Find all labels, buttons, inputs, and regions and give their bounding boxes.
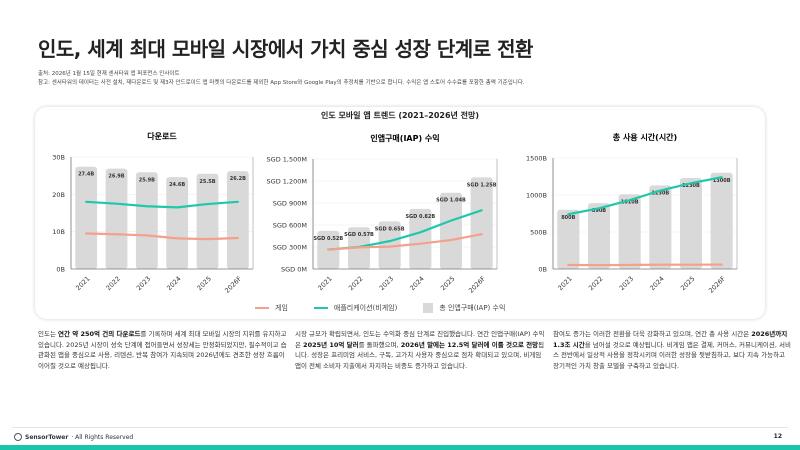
- bar: [439, 192, 463, 269]
- y-tick-label: SGD 300M: [273, 244, 307, 252]
- sensor-tower-logo-icon: [14, 433, 22, 441]
- app-line: [567, 176, 723, 216]
- bar: [679, 177, 703, 269]
- bar: [196, 173, 219, 269]
- x-tick-label: 2022: [105, 275, 122, 292]
- bar: [470, 177, 493, 269]
- bar: [166, 177, 189, 269]
- app-line: [85, 200, 239, 209]
- bar-label: 26.2B: [230, 176, 246, 182]
- x-tick-label: 2021: [316, 275, 333, 292]
- legend-label: 총 인앱구매(IAP) 수익: [439, 304, 506, 312]
- bar: [649, 185, 672, 269]
- x-tick-label: 2023: [618, 275, 635, 292]
- legend-swatch: [313, 307, 328, 309]
- game-line: [85, 232, 239, 241]
- legend-label: 게임: [275, 304, 288, 312]
- x-tick-label: 2021: [74, 275, 91, 292]
- bar: [378, 221, 401, 269]
- paragraph-iap: 시장 규모가 확립되면서, 인도는 수익화 중심 단계로 진입했습니다. 연간 …: [295, 330, 545, 370]
- footer: SensorTower · All Rights Reserved: [14, 433, 133, 441]
- bar-label: 25.5B: [199, 179, 215, 185]
- x-tick-label: 2022: [347, 275, 364, 292]
- bar: [587, 203, 611, 269]
- bar: [618, 194, 641, 269]
- y-tick-label: 1500B: [526, 155, 547, 163]
- bar-label: 27.4B: [78, 172, 94, 178]
- x-tick-label: 2024: [648, 275, 665, 292]
- bar: [135, 172, 158, 269]
- bar: [105, 168, 128, 269]
- y-tick-label: SGD 1,200M: [267, 178, 307, 186]
- bar: [226, 171, 249, 269]
- bar-label: 1230B: [682, 183, 700, 189]
- bar-label: SGD 0.65B: [375, 226, 405, 232]
- footer-divider: [12, 427, 788, 428]
- bar-label: 890B: [592, 208, 606, 214]
- y-tick-label: 30B: [52, 154, 65, 162]
- legend: 게임 애플리케이션(비게임) 총 인앱구매(IAP) 수익: [255, 303, 505, 313]
- y-tick-label: 0B: [56, 266, 65, 274]
- bar-label: 1010B: [621, 199, 639, 205]
- y-tick-label: 10B: [52, 228, 65, 236]
- source-text: 출처: 2026년 1월 15일 현재 센서타워 앱 퍼포먼스 인사이트: [38, 71, 180, 77]
- x-tick-label: 2025: [679, 275, 696, 292]
- y-tick-label: SGD 1,500M: [267, 156, 307, 164]
- legend-game: 게임: [255, 303, 288, 313]
- bar-label: SGD 0.57B: [344, 232, 374, 238]
- y-tick-label: 0B: [538, 266, 547, 274]
- y-tick-label: 1000B: [526, 192, 547, 200]
- game-line: [567, 263, 723, 267]
- bar: [710, 172, 733, 269]
- card-title: 인도 모바일 앱 트렌드 (2021–2026년 전망): [320, 111, 480, 120]
- paragraph-downloads: 인도는 연간 약 250억 건의 다운로드를 기록하며 세계 최대 모바일 시장…: [38, 330, 287, 370]
- bar: [75, 166, 98, 269]
- legend-label: 애플리케이션(비게임): [333, 304, 398, 312]
- x-tick-label: 2025: [439, 275, 456, 292]
- bar-label: 1300B: [713, 178, 731, 184]
- bar-label: 24.6B: [169, 182, 185, 188]
- footer-rights: · All Rights Reserved: [71, 433, 134, 441]
- y-tick-label: SGD 600M: [273, 222, 307, 230]
- y-tick-label: 500B: [530, 229, 547, 237]
- y-tick-label: 20B: [52, 191, 65, 199]
- legend-iap: 총 인앱구매(IAP) 수익: [423, 303, 505, 313]
- chart-title: 총 사용 시간(시간): [613, 132, 677, 142]
- paragraph-time: 참여도 증가는 이러한 전환을 더욱 강화하고 있으며, 연간 총 사용 시간은…: [553, 330, 791, 370]
- legend-swatch: [423, 303, 434, 313]
- x-tick-label: 2023: [135, 275, 152, 292]
- legend-app: 애플리케이션(비게임): [313, 303, 398, 313]
- x-tick-label: 2026F: [467, 275, 487, 295]
- y-tick-label: SGD 0M: [281, 266, 307, 274]
- x-tick-label: 2024: [165, 275, 182, 292]
- bar-label: SGD 0.52B: [313, 236, 343, 242]
- chart-title: 인앱구매(IAP) 수익: [370, 133, 439, 143]
- bar: [409, 208, 432, 269]
- x-tick-label: 2023: [378, 275, 395, 292]
- x-tick-label: 2025: [196, 275, 213, 292]
- legend-swatch: [255, 307, 269, 309]
- bar-label: 800B: [561, 215, 575, 221]
- bar-label: SGD 1.04B: [436, 198, 466, 204]
- x-tick-label: 2021: [556, 275, 573, 292]
- footer-brand: SensorTower: [25, 433, 69, 441]
- bar-label: SGD 1.25B: [467, 182, 497, 188]
- bar-label: 1130B: [651, 190, 669, 196]
- bar-label: SGD 0.82B: [405, 214, 435, 220]
- chart-title: 다운로드: [147, 131, 177, 141]
- note-text: 참고: 센서타워의 데이터는 사전 설치, 재다운로드 및 제3자 안드로이드 …: [38, 80, 525, 86]
- page-number: 12: [773, 433, 782, 440]
- bar-label: 26.9B: [108, 174, 124, 180]
- bar: [557, 209, 580, 269]
- x-tick-label: 2026F: [707, 275, 727, 295]
- y-tick-label: SGD 900M: [273, 200, 307, 208]
- x-tick-label: 2022: [587, 275, 604, 292]
- x-tick-label: 2026F: [223, 275, 243, 295]
- game-line: [327, 233, 483, 251]
- bar-label: 25.9B: [139, 177, 155, 183]
- x-tick-label: 2024: [408, 275, 425, 292]
- accent-bar: [0, 445, 800, 450]
- page-title: 인도, 세계 최대 모바일 시장에서 가치 중심 성장 단계로 전환: [38, 37, 533, 61]
